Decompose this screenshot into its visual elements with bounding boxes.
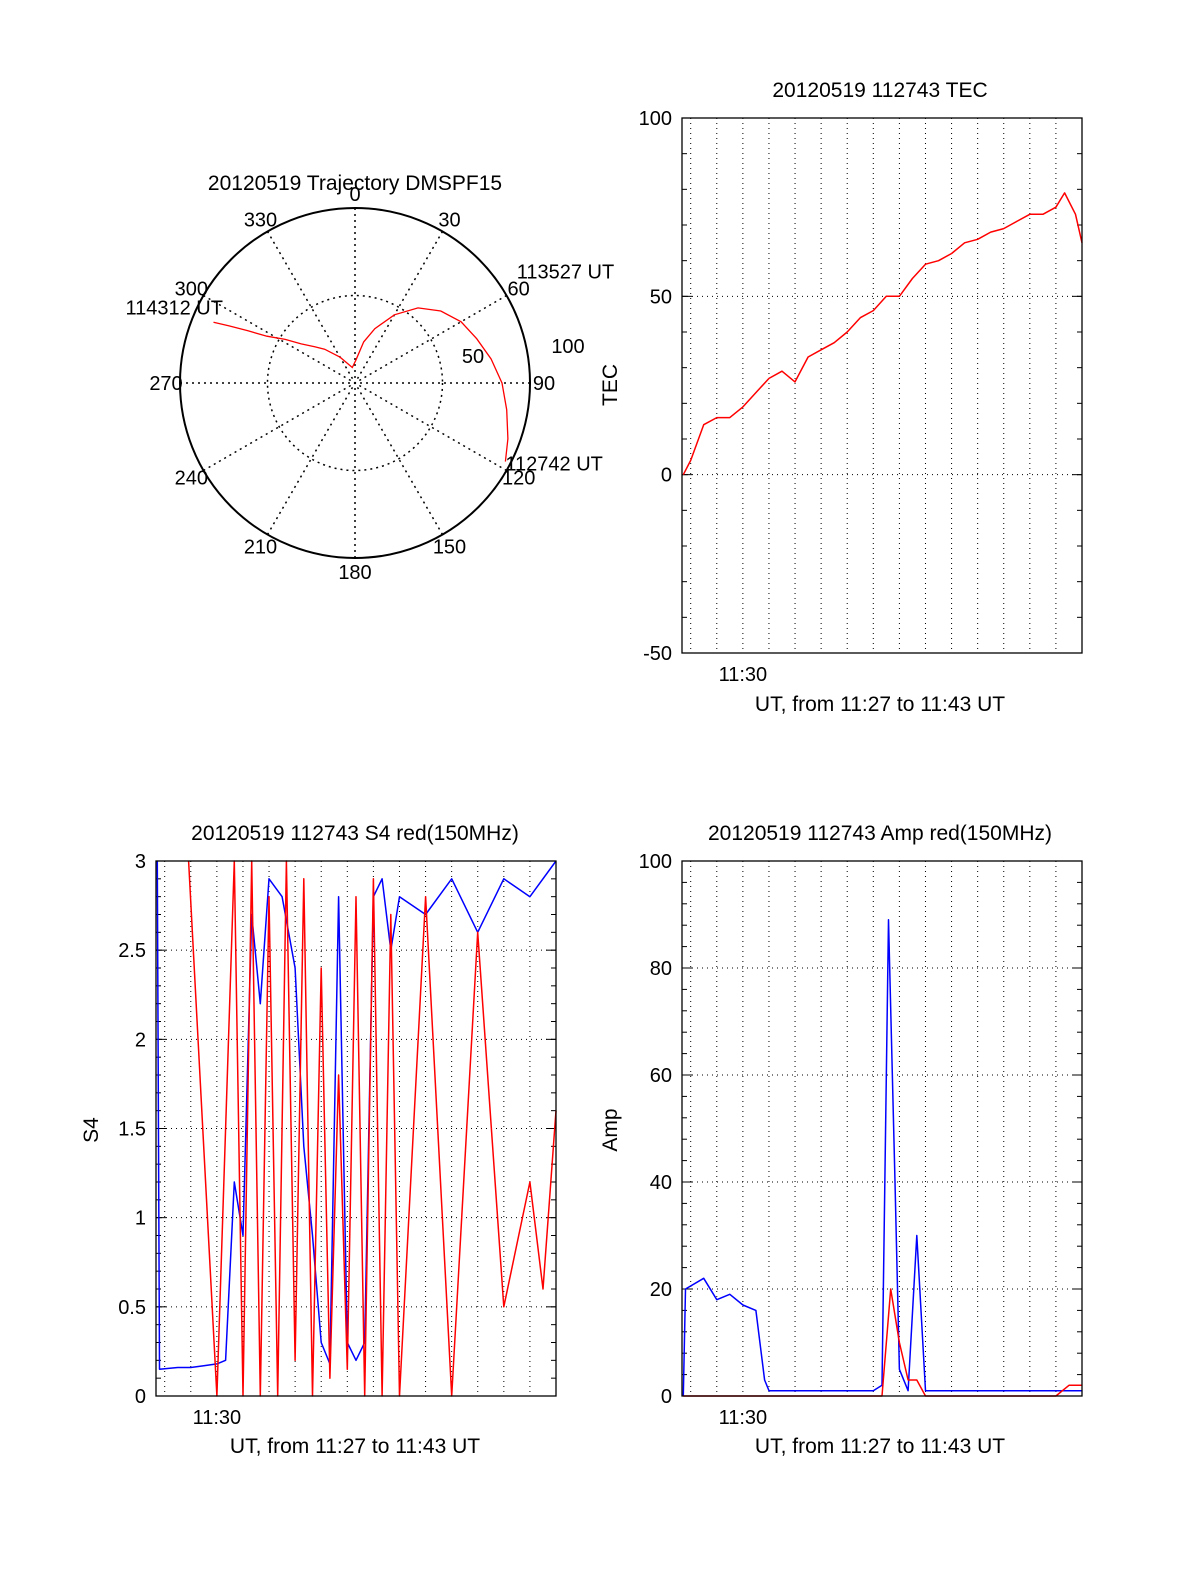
s4-ylabel: S4 bbox=[80, 1117, 103, 1143]
y-tick-label: 1 bbox=[135, 1208, 146, 1230]
y-tick-label: 1.5 bbox=[118, 1119, 146, 1141]
polar-trajectory-panel: 20120519 Trajectory DMSPF15 112742 UT 113… bbox=[125, 172, 614, 584]
polar-grid bbox=[179, 207, 531, 559]
trajectory-time-label: 114312 UT bbox=[125, 297, 222, 319]
plot-frame bbox=[681, 860, 1083, 1397]
plot-frame bbox=[681, 117, 1083, 654]
y-tick-label: -50 bbox=[643, 643, 672, 665]
y-tick-label: 100 bbox=[639, 851, 672, 873]
x-tick-label: 11:30 bbox=[193, 1407, 242, 1429]
y-tick-label: 0 bbox=[661, 1386, 672, 1408]
amp-panel: 20120519 112743 Amp red(150MHz) Amp UT, … bbox=[599, 822, 1083, 1458]
polar-angle-label: 300 bbox=[175, 279, 208, 301]
polar-angle-label: 150 bbox=[433, 537, 466, 559]
polar-inner-circle bbox=[266, 294, 444, 472]
y-tick-label: 80 bbox=[650, 958, 672, 980]
tec-ylabel: TEC bbox=[599, 364, 622, 406]
y-tick-label: 40 bbox=[650, 1172, 672, 1194]
series-red bbox=[682, 192, 1083, 476]
series-red bbox=[187, 860, 557, 1397]
y-tick-label: 3 bbox=[135, 851, 146, 873]
polar-radius-label: 50 bbox=[462, 346, 484, 368]
y-tick-label: 50 bbox=[650, 286, 672, 308]
trajectory-time-label: 113527 UT bbox=[517, 262, 614, 284]
tec-panel: 20120519 112743 TEC TEC UT, from 11:27 t… bbox=[599, 79, 1083, 716]
polar-angle-label: 60 bbox=[508, 279, 530, 301]
y-tick-label: 2.5 bbox=[118, 940, 146, 962]
polar-angle-label: 90 bbox=[533, 373, 555, 395]
x-tick-label: 11:30 bbox=[719, 664, 768, 686]
y-tick-label: 60 bbox=[650, 1065, 672, 1087]
polar-angle-label: 0 bbox=[349, 184, 360, 206]
y-tick-label: 100 bbox=[639, 108, 672, 130]
polar-radius-label: 100 bbox=[551, 336, 584, 358]
polar-trajectory: 112742 UT 113527 UT 114312 UT bbox=[125, 262, 614, 476]
polar-angle-label: 180 bbox=[338, 562, 371, 584]
polar-angle-label: 210 bbox=[244, 537, 277, 559]
tec-xlabel: UT, from 11:27 to 11:43 UT bbox=[755, 693, 1005, 716]
polar-angle-label: 30 bbox=[438, 209, 460, 231]
trajectory-time-label: 112742 UT bbox=[505, 454, 602, 476]
amp-title: 20120519 112743 Amp red(150MHz) bbox=[708, 822, 1052, 845]
y-tick-label: 2 bbox=[135, 1029, 146, 1051]
polar-spoke bbox=[266, 231, 444, 535]
trajectory-path bbox=[213, 307, 509, 462]
y-tick-label: 0 bbox=[661, 465, 672, 487]
plot-frame bbox=[155, 860, 557, 1397]
polar-angle-label: 120 bbox=[502, 468, 535, 490]
polar-angle-label: 270 bbox=[149, 373, 182, 395]
polar-angle-label: 330 bbox=[244, 209, 277, 231]
amp-xlabel: UT, from 11:27 to 11:43 UT bbox=[755, 1435, 1005, 1458]
s4-xlabel: UT, from 11:27 to 11:43 UT bbox=[230, 1435, 480, 1458]
y-tick-label: 0.5 bbox=[118, 1297, 146, 1319]
x-tick-label: 11:30 bbox=[719, 1407, 768, 1429]
s4-panel: 20120519 112743 S4 red(150MHz) S4 UT, fr… bbox=[80, 822, 557, 1458]
series-blue bbox=[682, 919, 1082, 1397]
tec-title: 20120519 112743 TEC bbox=[772, 79, 987, 102]
amp-ylabel: Amp bbox=[599, 1108, 622, 1151]
s4-title: 20120519 112743 S4 red(150MHz) bbox=[191, 822, 519, 845]
polar-angle-label: 240 bbox=[175, 468, 208, 490]
y-tick-label: 0 bbox=[135, 1386, 146, 1408]
y-tick-label: 20 bbox=[650, 1279, 672, 1301]
polar-title: 20120519 Trajectory DMSPF15 bbox=[208, 172, 502, 195]
polar-angle-labels: 0 30 60 90 120 150 180 210 240 270 300 330 50 100 bbox=[149, 184, 584, 584]
